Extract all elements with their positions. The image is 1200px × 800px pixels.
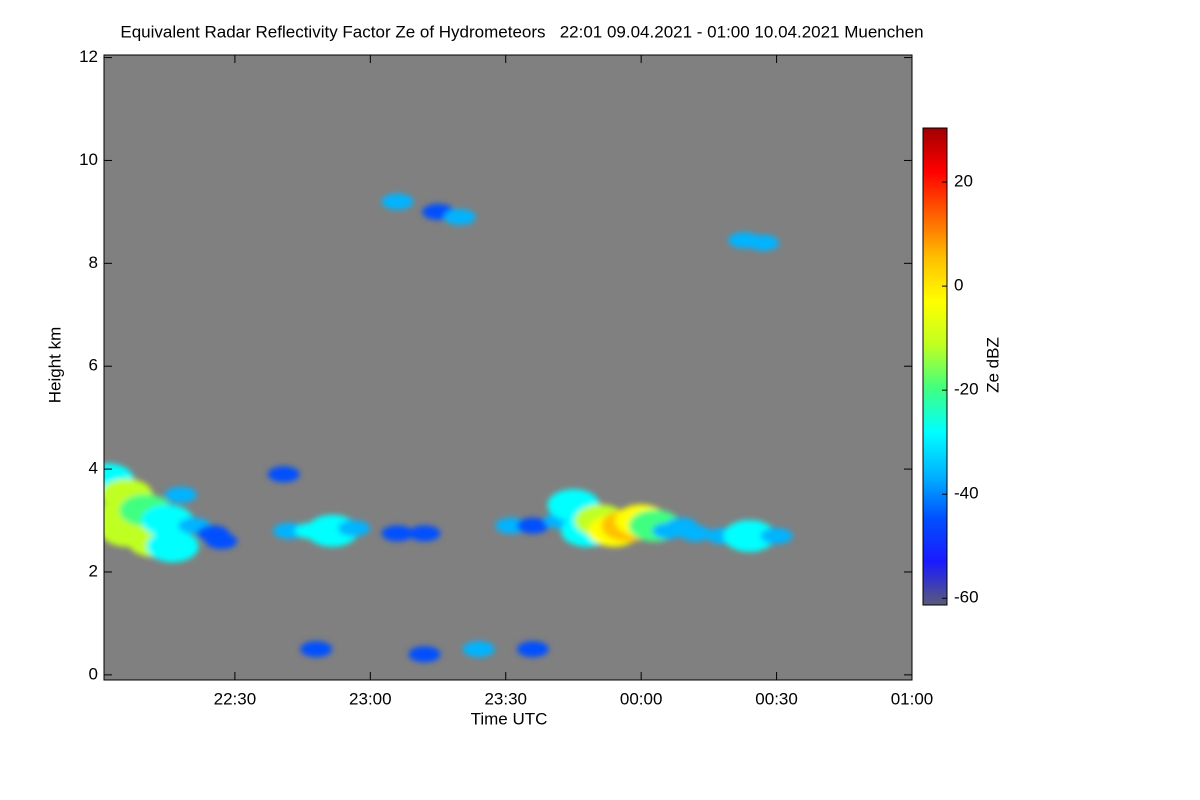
cell — [205, 533, 238, 550]
cell — [381, 525, 414, 542]
plot-frame — [103, 54, 913, 681]
x-tick-label: 22:30 — [214, 689, 257, 708]
y-tick-label: 10 — [79, 150, 98, 169]
x-tick-label: 00:00 — [620, 689, 663, 708]
cell — [300, 641, 333, 658]
colorbar-label: Ze dBZ — [983, 337, 1002, 393]
cell — [679, 525, 712, 542]
colorbar — [922, 127, 948, 606]
cell — [408, 525, 441, 542]
y-tick-label: 12 — [79, 47, 98, 66]
cell — [747, 234, 780, 251]
y-tick-label: 6 — [89, 356, 98, 375]
plot-area — [104, 55, 912, 680]
cell — [267, 466, 300, 483]
chart-title: Equivalent Radar Reflectivity Factor Ze … — [120, 22, 923, 41]
cell — [516, 517, 549, 534]
cell — [462, 641, 495, 658]
colorbar-tick-label: 0 — [954, 276, 963, 295]
cell — [164, 486, 197, 503]
colorbar-tick-label: -40 — [954, 484, 979, 503]
x-tick-label: 23:00 — [349, 689, 392, 708]
cell — [408, 646, 441, 663]
cell — [760, 527, 793, 544]
cell — [338, 520, 371, 537]
colorbar-tick-label: -20 — [954, 380, 979, 399]
colorbar-tick-label: 20 — [954, 172, 973, 191]
x-axis-label: Time UTC — [471, 709, 548, 728]
cell — [381, 193, 414, 210]
y-axis-label: Height km — [45, 327, 64, 404]
x-tick-label: 00:30 — [755, 689, 798, 708]
cell — [146, 530, 199, 563]
cell — [723, 519, 776, 552]
colorbar-tick-label: -60 — [954, 588, 979, 607]
x-tick-label: 23:30 — [484, 689, 527, 708]
cell — [516, 641, 549, 658]
y-tick-label: 4 — [89, 459, 98, 478]
y-tick-label: 2 — [89, 561, 98, 580]
cells — [104, 193, 793, 663]
cell — [443, 209, 476, 226]
x-tick-label: 01:00 — [891, 689, 934, 708]
y-tick-label: 0 — [89, 664, 98, 683]
y-tick-label: 8 — [89, 253, 98, 272]
